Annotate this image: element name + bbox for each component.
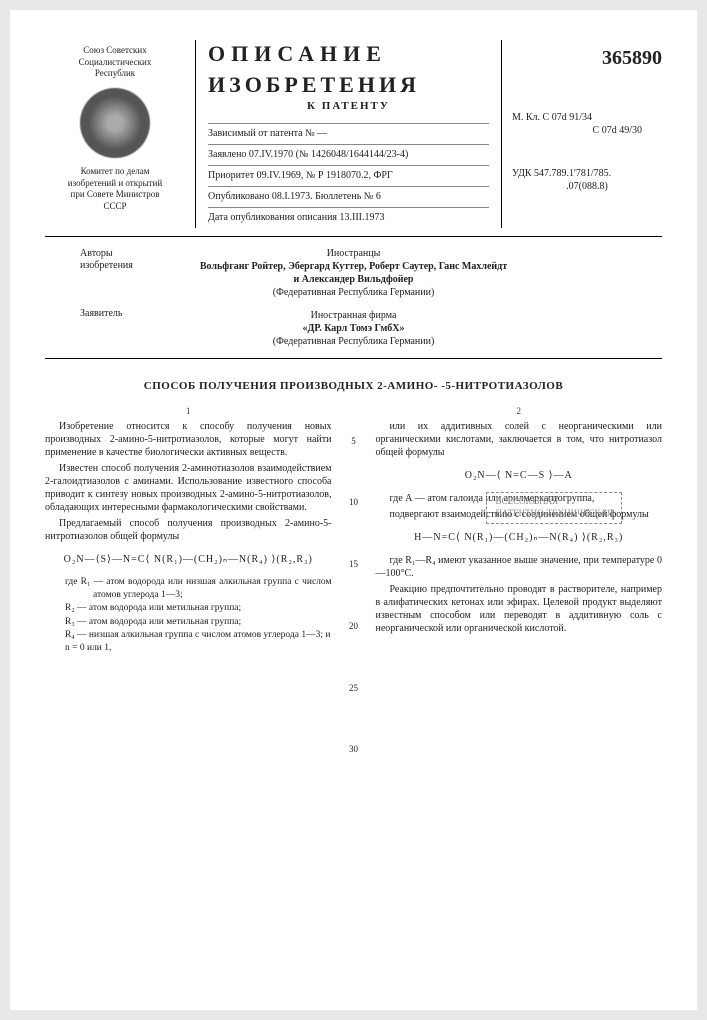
header: Союз Советских Социалистических Республи… — [45, 40, 662, 237]
def-n: n = 0 или 1, — [65, 642, 332, 654]
col-number: 1 — [45, 406, 332, 418]
chemical-formula-1: O₂N—⟨S⟩—N=C⟨ N(R₁)—(CH₂)ₙ—N(R₄) ⟩(R₂,R₃) — [45, 553, 332, 566]
issuer-line: Республик — [45, 68, 185, 80]
patent-number: 365890 — [512, 45, 662, 71]
authors-label: изобретения — [80, 259, 133, 272]
substituent-definitions: где R₁ — атом водорода или низшая алкиль… — [65, 576, 332, 654]
firm-name: «ДР. Карл Томэ ГмбХ» — [302, 323, 404, 334]
def-r3: R₃ — атом водорода или метильная группа; — [65, 616, 332, 628]
def-r2: R₂ — атом водорода или метильная группа; — [65, 602, 332, 614]
def-r4: R₄ — низшая алкильная группа с числом ат… — [65, 629, 332, 641]
stamp-line: ВСЕСОЮЗНАЯ — [495, 496, 613, 508]
mkl-line: М. Кл. С 07d 91/34 — [512, 111, 662, 124]
meta-desc-date: Дата опубликования описания 13.III.1973 — [208, 207, 489, 224]
meta-priority: Приоритет 09.IV.1969, № Р 1918070.2, ФРГ — [208, 165, 489, 182]
chemical-formula-2: O₂N—⟨ N=C—S ⟩—A — [376, 469, 663, 482]
def-r1: где R₁ — атом водорода или низшая алкиль… — [65, 576, 332, 601]
issuer-col: Союз Советских Социалистических Республи… — [45, 40, 185, 228]
chemical-formula-3: H—N=C⟨ N(R₁)—(CH₂)ₙ—N(R₄) ⟩(R₂,R₃) — [376, 531, 663, 544]
applicant-label: Заявитель — [80, 307, 122, 320]
committee-line: СССР — [45, 201, 185, 213]
doc-title-1: ОПИСАНИЕ — [208, 40, 387, 69]
line-num: 30 — [340, 744, 368, 756]
invention-title: СПОСОБ ПОЛУЧЕНИЯ ПРОИЗВОДНЫХ 2-АМИНО- -5… — [45, 379, 662, 393]
mkl-line: С 07d 49/30 — [512, 124, 662, 137]
meta-dependent: Зависимый от патента № — — [208, 123, 489, 140]
meta-published: Опубликовано 08.I.1973. Бюллетень № 6 — [208, 186, 489, 203]
firm-label: Иностранная фирма — [45, 309, 662, 322]
library-stamp: ВСЕСОЮЗНАЯ ПАТЕНТНО-ТЕХНИЧЕСКАЯ — [486, 492, 622, 523]
to-patent-label: К ПАТЕНТУ — [208, 99, 489, 113]
classification-col: 365890 М. Кл. С 07d 91/34 С 07d 49/30 УД… — [512, 40, 662, 228]
divider — [45, 358, 662, 359]
paragraph: Реакцию предпочтительно проводят в раств… — [376, 583, 663, 635]
author-names: Вольфганг Ройтер, Эбергард Куттер, Робер… — [200, 261, 507, 272]
committee-line: при Совете Министров — [45, 189, 185, 201]
paragraph: где R₁—R₄ имеют указанное выше значение,… — [376, 554, 663, 580]
line-num: 20 — [340, 621, 368, 633]
col-number: 2 — [376, 406, 663, 418]
paragraph: Предлагаемый способ получения производны… — [45, 517, 332, 543]
line-num: 5 — [340, 436, 368, 448]
udk-line: .07(088.8) — [512, 180, 662, 193]
authors-block: Авторы изобретения Иностранцы Вольфганг … — [45, 247, 662, 348]
line-num: 25 — [340, 683, 368, 695]
column-left: 1 Изобретение относится к способу получе… — [45, 406, 332, 806]
body-columns: 1 Изобретение относится к способу получе… — [45, 406, 662, 806]
patent-page: Союз Советских Социалистических Республи… — [10, 10, 697, 1010]
stamp-line: ПАТЕНТНО-ТЕХНИЧЕСКАЯ — [495, 508, 613, 520]
paragraph: Изобретение относится к способу получени… — [45, 420, 332, 459]
column-right: 2 или их аддитивных солей с неорганическ… — [376, 406, 663, 806]
ussr-emblem-icon — [80, 88, 150, 158]
author-names-2: и Александер Вильдфойер — [294, 274, 414, 285]
committee-line: изобретений и открытий — [45, 178, 185, 190]
issuer-line: Социалистических — [45, 57, 185, 69]
line-num: 10 — [340, 497, 368, 509]
doc-title-2: ИЗОБРЕТЕНИЯ — [208, 71, 489, 100]
title-col: ОПИСАНИЕ ИЗОБРЕТЕНИЯ К ПАТЕНТУ Зависимый… — [195, 40, 502, 228]
issuer-line: Союз Советских — [45, 45, 185, 57]
line-num: 15 — [340, 559, 368, 571]
paragraph: Известен способ получения 2-аминотиазоло… — [45, 462, 332, 514]
firm-country: (Федеративная Республика Германии) — [45, 335, 662, 348]
line-number-gutter: 5 10 15 20 25 30 — [340, 406, 368, 806]
foreign-label: Иностранцы — [45, 247, 662, 260]
meta-filed: Заявлено 07.IV.1970 (№ 1426048/1644144/2… — [208, 144, 489, 161]
author-country: (Федеративная Республика Германии) — [45, 286, 662, 299]
paragraph: или их аддитивных солей с неорганическим… — [376, 420, 663, 459]
committee-line: Комитет по делам — [45, 166, 185, 178]
udk-line: УДК 547.789.1'781/785. — [512, 167, 662, 180]
